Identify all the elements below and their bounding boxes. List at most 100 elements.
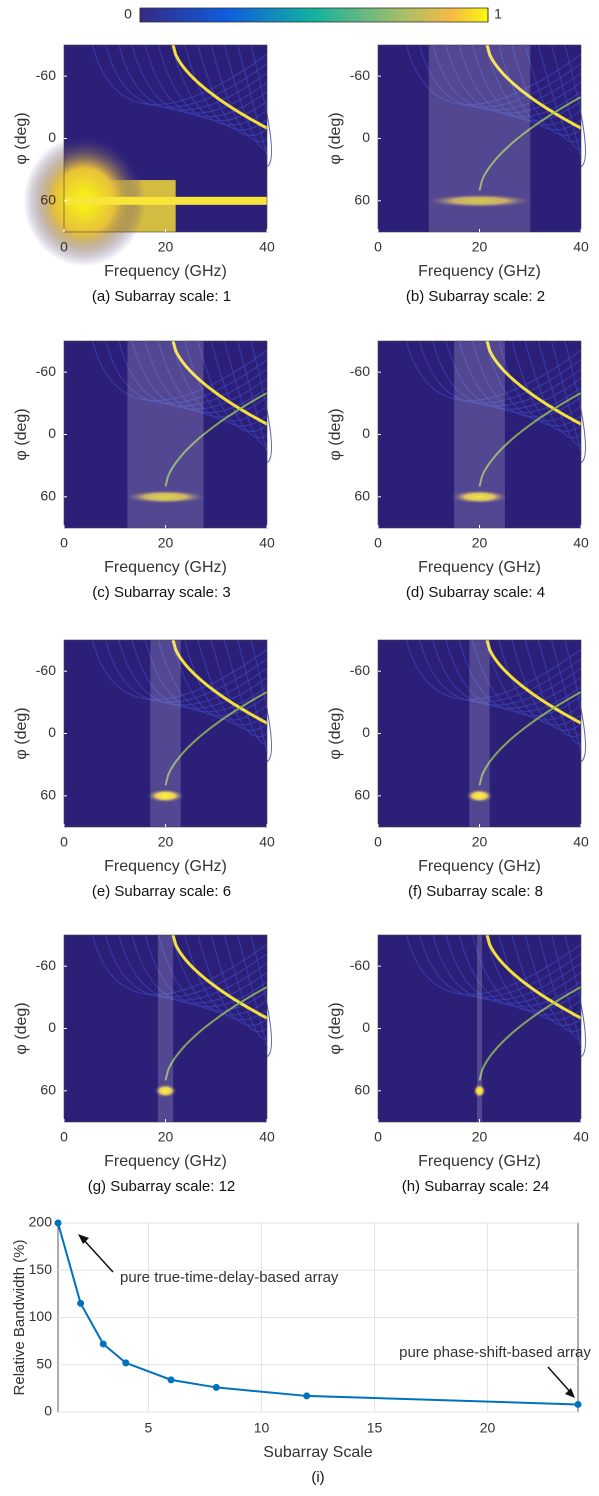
heatmap-stripe — [564, 44, 587, 168]
heatmap-curve — [478, 986, 582, 1081]
heatmap-stripe — [144, 934, 268, 1008]
y-axis-label: φ (deg) — [13, 707, 30, 759]
heatmap-stripe — [210, 639, 268, 738]
heatmap-stripe — [210, 44, 268, 143]
y-tick-label: 60 — [354, 787, 370, 803]
y-tick-label: 0 — [362, 724, 370, 740]
x-axis-label: Frequency (GHz) — [104, 263, 227, 280]
heatmap-curve — [478, 96, 582, 191]
highlight-band — [127, 341, 204, 528]
annotation: pure true-time-delay-based array — [120, 1269, 339, 1286]
heatmap-stripe — [498, 934, 582, 1021]
x-tick-label: 20 — [158, 239, 174, 255]
heatmap-stripe — [498, 340, 582, 427]
y-tick-label: 0 — [362, 129, 370, 145]
y-axis-label: φ (deg) — [327, 408, 344, 460]
heatmap-stripe — [458, 44, 582, 118]
heatmap-stripe — [118, 934, 268, 1001]
x-tick-label: 0 — [374, 535, 382, 551]
heatmap-stripe — [445, 340, 582, 410]
heatmap-stripe — [144, 340, 268, 414]
heatmap-stripe — [471, 340, 582, 418]
highlight-band — [157, 935, 174, 1122]
x-tick-label: 40 — [259, 1129, 275, 1145]
heatmap-stripe — [131, 340, 268, 410]
caption: (c) Subarray scale: 3 — [92, 584, 230, 601]
heatmap-stripe — [471, 934, 582, 1012]
heatmap-curve — [171, 934, 268, 1020]
y-tick-label: 150 — [29, 1261, 53, 1277]
heatmap-curve — [478, 392, 582, 487]
heatmap-stripe — [537, 934, 582, 1040]
heatmap-curve — [171, 340, 268, 426]
x-tick-label: 20 — [472, 1129, 488, 1145]
heatmap-stripe — [184, 44, 268, 131]
heatmap-stripe — [223, 639, 268, 745]
x-tick-label: 20 — [472, 834, 488, 850]
x-tick-label: 20 — [480, 1420, 496, 1436]
heatmap-stripe — [184, 340, 268, 427]
y-axis-label: φ (deg) — [13, 408, 30, 460]
y-tick-label: 0 — [44, 1403, 52, 1419]
y-tick-label: -60 — [350, 957, 370, 973]
x-tick-label: 40 — [573, 1129, 589, 1145]
y-tick-label: 0 — [48, 129, 56, 145]
data-point — [303, 1392, 311, 1400]
x-tick-label: 0 — [60, 834, 68, 850]
y-tick-label: 0 — [362, 425, 370, 441]
x-tick-label: 0 — [374, 239, 382, 255]
heatmap-stripe — [524, 639, 582, 738]
y-tick-label: -60 — [350, 363, 370, 379]
heatmap-stripe — [564, 639, 587, 763]
x-tick-label: 20 — [158, 834, 174, 850]
y-axis-label: φ (deg) — [327, 707, 344, 759]
heatmap-glow — [153, 1083, 178, 1098]
heatmap-glow — [146, 788, 185, 803]
x-tick-label: 0 — [60, 1129, 68, 1145]
heatmap-stripe — [445, 934, 582, 1004]
heatmap-glow — [450, 489, 509, 504]
heatmap-curve — [164, 392, 268, 487]
y-tick-label: 100 — [29, 1308, 53, 1324]
x-tick-label: 0 — [374, 834, 382, 850]
y-tick-label: 60 — [354, 192, 370, 208]
heatmap-stripe — [458, 340, 582, 414]
heatmap-stripe — [210, 934, 268, 1033]
heatmap-curve — [171, 44, 268, 130]
heatmap-stripe — [157, 340, 268, 418]
caption: (f) Subarray scale: 8 — [408, 883, 543, 900]
y-tick-label: -60 — [36, 67, 56, 83]
highlight-band — [476, 935, 483, 1122]
colorbar-label: 0 — [124, 6, 132, 22]
heatmap-stripe — [511, 934, 582, 1026]
heatmap-stripe — [157, 639, 268, 717]
data-point — [122, 1359, 130, 1367]
heatmap-stripe — [458, 934, 582, 1008]
heatmap-stripe — [118, 44, 268, 111]
heatmap-stripe — [144, 639, 268, 713]
heatmap-stripe — [432, 934, 582, 1001]
y-axis-label: Relative Bandwidth (%) — [11, 1240, 28, 1396]
heatmap-curve — [164, 691, 268, 786]
heatmap-stripe — [184, 934, 268, 1021]
highlight-band — [454, 341, 505, 528]
annotation-arrow — [81, 1237, 114, 1273]
data-point — [54, 1219, 62, 1227]
heatmap-stripe — [131, 44, 268, 114]
y-axis-label: φ (deg) — [327, 112, 344, 164]
caption: (b) Subarray scale: 2 — [406, 288, 545, 305]
x-axis-label: Frequency (GHz) — [418, 559, 541, 576]
heatmap-stripe — [250, 340, 273, 464]
heatmap-stripe — [498, 639, 582, 726]
y-tick-label: 60 — [354, 1082, 370, 1098]
data-point — [77, 1299, 85, 1307]
y-tick-label: 60 — [40, 1082, 56, 1098]
heatmap-glow — [472, 1083, 487, 1098]
x-axis-label: Subarray Scale — [263, 1444, 372, 1461]
data-point — [99, 1340, 107, 1348]
heatmap-stripe — [223, 934, 268, 1040]
heatmap-stripe — [250, 639, 273, 763]
heatmap-stripe — [197, 934, 268, 1026]
caption: (i) — [311, 1469, 324, 1486]
heatmap-stripe — [537, 44, 582, 150]
